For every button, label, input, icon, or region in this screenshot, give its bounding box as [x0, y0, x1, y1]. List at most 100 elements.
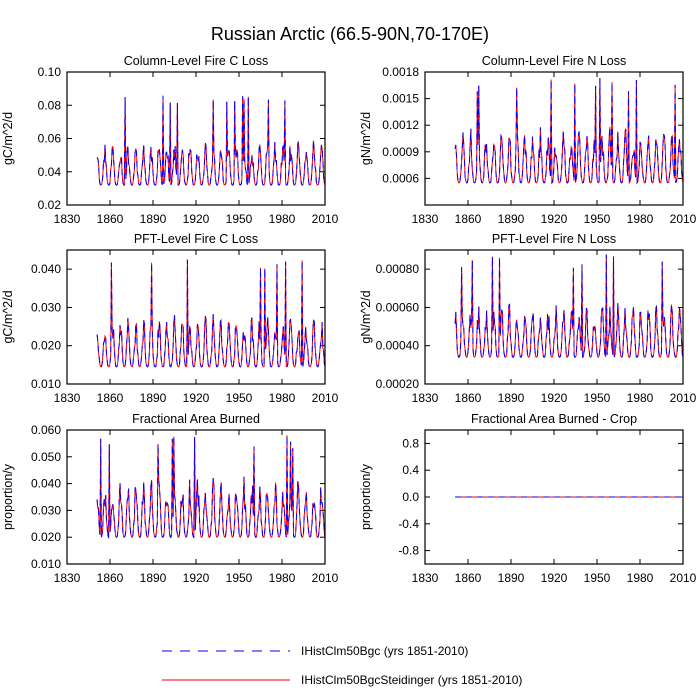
panel-title: Fractional Area Burned - Crop — [471, 412, 637, 426]
legend-label-bgc: IHistClm50Bgc (yrs 1851-2010) — [301, 644, 468, 658]
y-tick-label: 0.010 — [31, 557, 61, 571]
plot-frame — [424, 249, 684, 385]
x-tick-label: 1830 — [54, 571, 81, 585]
series-steidinger-line — [96, 95, 326, 186]
y-axis-label: gN/m^2/d — [359, 112, 373, 165]
panels: Column-Level Fire C Loss gC/m^2/d 1830 1860… — [1, 54, 697, 585]
x-tick-label: 2010 — [670, 391, 697, 405]
panel-title: PFT-Level Fire N Loss — [492, 232, 616, 246]
y-tick-label: 0.10 — [38, 65, 62, 79]
x-tick-label: 1830 — [412, 571, 439, 585]
y-tick-label: 0.0 — [402, 490, 419, 504]
panel-2: Column-Level Fire N Loss gN/m^2/d 1830 1860… — [359, 54, 697, 226]
y-tick-label: 0.030 — [31, 300, 61, 314]
x-tick-label: 1920 — [183, 212, 210, 226]
x-tick-label: 1980 — [627, 212, 654, 226]
y-axis-label: gN/m^2/d — [359, 290, 373, 343]
x-tick-label: 1860 — [455, 212, 482, 226]
x-tick-label: 1920 — [183, 571, 210, 585]
x-tick-label: 2010 — [670, 212, 697, 226]
x-tick-label: 1830 — [54, 212, 81, 226]
y-axis-label: gC/m^2/d — [1, 290, 15, 343]
y-tick-label: -0.8 — [398, 544, 419, 558]
plot-frame — [66, 249, 326, 385]
y-tick-label: 0.04 — [38, 165, 62, 179]
y-tick-label: 0.02 — [38, 198, 62, 212]
x-tick-label: 1860 — [97, 391, 124, 405]
y-tick-label: 0.00080 — [376, 262, 420, 276]
y-tick-label: 0.00060 — [376, 300, 420, 314]
y-tick-label: 0.0018 — [382, 65, 419, 79]
y-tick-label: 0.050 — [31, 450, 61, 464]
y-tick-label: 0.4 — [402, 463, 419, 477]
x-tick-label: 1890 — [140, 391, 167, 405]
x-tick-label: 1890 — [140, 212, 167, 226]
y-tick-label: 0.0006 — [382, 171, 419, 185]
y-axis-label: gC/m^2/d — [1, 112, 15, 165]
x-tick-label: 2010 — [312, 212, 339, 226]
panel-4: PFT-Level Fire N Loss gN/m^2/d 1830 1860 189… — [359, 232, 697, 405]
x-tick-label: 1920 — [183, 391, 210, 405]
x-tick-label: 2010 — [312, 391, 339, 405]
x-tick-label: 2010 — [312, 571, 339, 585]
y-tick-label: 0.06 — [38, 132, 62, 146]
x-tick-label: 1980 — [269, 391, 296, 405]
y-tick-label: 0.8 — [402, 436, 419, 450]
x-tick-label: 1890 — [498, 391, 525, 405]
series-bgc-line — [454, 254, 684, 358]
y-tick-label: 0.0012 — [382, 118, 419, 132]
plot-frame — [424, 429, 684, 565]
x-tick-label: 1890 — [498, 212, 525, 226]
y-tick-label: 0.00040 — [376, 339, 420, 353]
y-tick-label: 0.020 — [31, 339, 61, 353]
x-tick-label: 1890 — [140, 571, 167, 585]
y-tick-label: 0.08 — [38, 98, 62, 112]
x-tick-label: 1920 — [541, 571, 568, 585]
series-bgc-line — [454, 78, 684, 185]
x-tick-label: 1860 — [97, 571, 124, 585]
x-tick-label: 1950 — [226, 212, 253, 226]
x-tick-label: 1860 — [455, 391, 482, 405]
panel-title: Fractional Area Burned — [132, 412, 260, 426]
y-axis-label: proportion/y — [359, 463, 373, 530]
x-tick-label: 1950 — [584, 571, 611, 585]
x-tick-label: 1920 — [541, 212, 568, 226]
x-tick-label: 1950 — [226, 571, 253, 585]
panel-title: Column-Level Fire C Loss — [124, 54, 269, 68]
x-tick-label: 1950 — [584, 391, 611, 405]
y-tick-label: -0.4 — [398, 517, 419, 531]
panel-1: Column-Level Fire C Loss gC/m^2/d 1830 1860… — [1, 54, 339, 226]
series-bgc-line — [96, 435, 326, 539]
plot-frame — [66, 429, 326, 565]
y-tick-label: 0.0015 — [382, 92, 419, 106]
panel-title: PFT-Level Fire C Loss — [134, 232, 258, 246]
plot-frame — [424, 71, 684, 206]
y-tick-label: 0.0009 — [382, 145, 419, 159]
panel-3: PFT-Level Fire C Loss gC/m^2/d 1830 1860 189… — [1, 232, 339, 405]
series-steidinger-line — [454, 78, 684, 185]
x-tick-label: 1860 — [455, 571, 482, 585]
series-bgc-line — [96, 259, 326, 368]
series-bgc-line — [96, 95, 326, 186]
y-axis-label: proportion/y — [1, 463, 15, 530]
y-tick-label: 0.040 — [31, 477, 61, 491]
legend-label-steidinger: IHistClm50BgcSteidinger (yrs 1851-2010) — [301, 673, 522, 687]
y-tick-label: 0.010 — [31, 377, 61, 391]
figure-title: Russian Arctic (66.5-90N,70-170E) — [211, 24, 489, 44]
y-tick-label: 0.020 — [31, 530, 61, 544]
x-tick-label: 1830 — [54, 391, 81, 405]
x-tick-label: 1950 — [584, 212, 611, 226]
x-tick-label: 1920 — [541, 391, 568, 405]
y-tick-label: 0.040 — [31, 262, 61, 276]
y-tick-label: 0.060 — [31, 423, 61, 437]
x-tick-label: 1980 — [627, 571, 654, 585]
y-tick-label: 0.00020 — [376, 377, 420, 391]
x-tick-label: 1980 — [269, 571, 296, 585]
panel-title: Column-Level Fire N Loss — [482, 54, 627, 68]
panel-6: Fractional Area Burned - Crop proportion/… — [359, 412, 697, 585]
series-steidinger-line — [96, 259, 326, 368]
x-tick-label: 1890 — [498, 571, 525, 585]
x-tick-label: 1830 — [412, 212, 439, 226]
x-tick-label: 2010 — [670, 571, 697, 585]
